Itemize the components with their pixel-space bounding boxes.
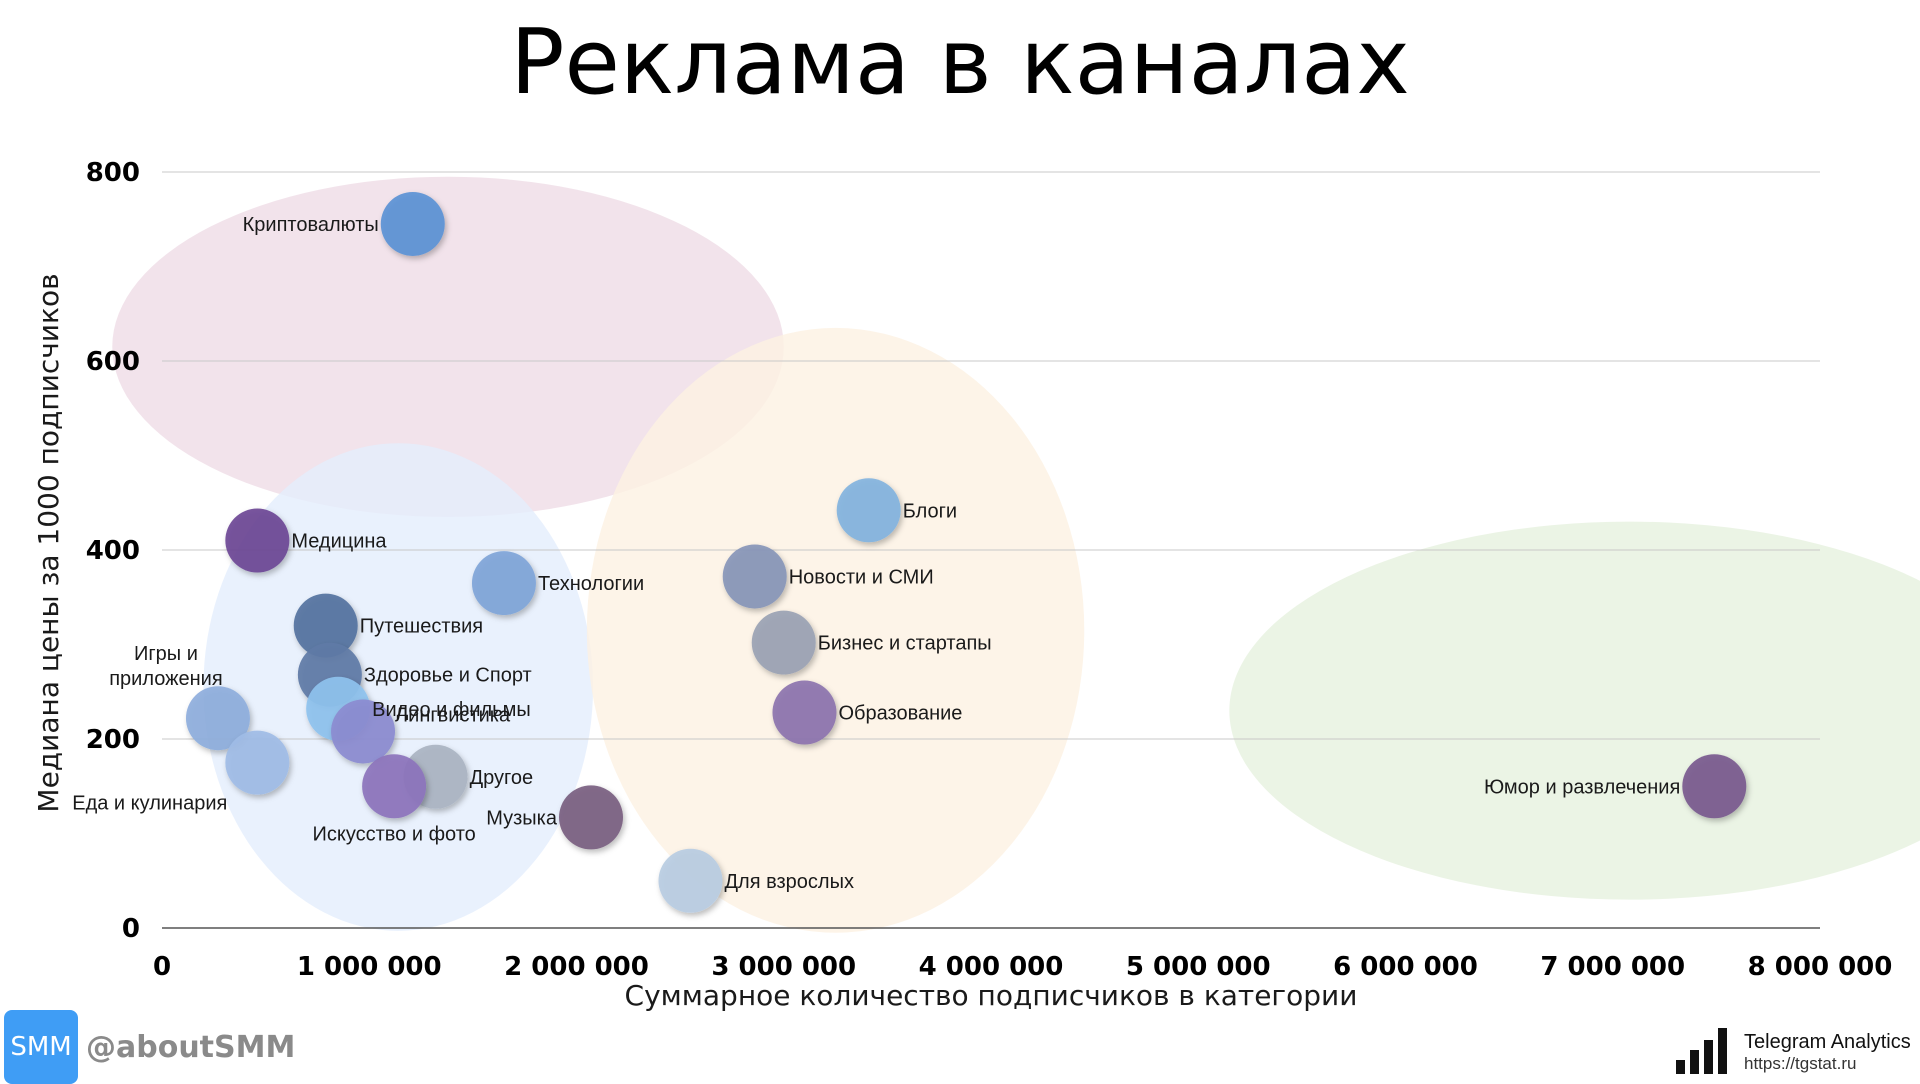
x-tick-label: 1 000 000	[297, 952, 442, 982]
y-tick-label: 400	[86, 536, 140, 566]
data-point	[772, 680, 837, 745]
data-label: Здоровье и Спорт	[364, 665, 532, 687]
y-tick-label: 0	[122, 914, 140, 944]
x-tick-label: 2 000 000	[504, 952, 649, 982]
data-point	[836, 478, 901, 543]
data-label: Другое	[470, 767, 534, 789]
data-point	[559, 785, 624, 850]
data-point	[471, 551, 536, 616]
cluster-ellipse-3	[586, 327, 1085, 933]
cluster-ellipse-1	[112, 176, 784, 517]
data-label: Лингвистика	[395, 704, 511, 726]
x-tick-label: 5 000 000	[1126, 952, 1271, 982]
data-label: Искусство и фото	[312, 823, 475, 845]
x-tick-label: 3 000 000	[711, 952, 856, 982]
data-label: Образование	[838, 703, 962, 725]
data-label: Для взрослых	[724, 871, 853, 893]
cluster-ellipse-4	[1229, 521, 1920, 900]
data-point	[380, 191, 445, 256]
source-url: https://tgstat.ru	[1744, 1053, 1857, 1073]
data-point	[225, 730, 290, 795]
data-point	[185, 686, 250, 751]
data-point	[722, 544, 787, 609]
smm-logo: SMM	[4, 1010, 78, 1084]
data-point	[331, 699, 396, 764]
data-point	[751, 610, 816, 675]
data-label: Новости и СМИ	[789, 566, 934, 588]
bar-chart-icon	[1676, 1028, 1732, 1074]
data-point	[362, 754, 427, 819]
data-label: Музыка	[486, 807, 558, 829]
data-label: Юмор и развлечения	[1484, 776, 1680, 798]
y-tick-label: 800	[86, 158, 140, 188]
x-axis-title: Суммарное количество подписчиков в катег…	[625, 979, 1358, 1012]
x-tick-label: 8 000 000	[1748, 952, 1893, 982]
data-label: Блоги	[903, 500, 957, 522]
data-point	[1682, 754, 1747, 819]
y-tick-label: 600	[86, 347, 140, 377]
data-point	[293, 593, 358, 658]
brand: SMM @aboutSMM	[4, 1010, 295, 1084]
source-name: Telegram Analytics	[1744, 1030, 1911, 1053]
data-label: Медицина	[291, 531, 387, 553]
data-label: Бизнес и стартапы	[818, 633, 992, 655]
page-title: Реклама в каналах	[510, 10, 1410, 115]
data-label: Еда и кулинария	[72, 793, 227, 815]
x-tick-label: 0	[153, 952, 171, 982]
data-label: Игры и приложения	[109, 643, 222, 690]
y-axis-title: Медиана цены за 1000 подписчиков	[32, 273, 65, 812]
data-point	[225, 508, 290, 573]
data-label: Криптовалюты	[243, 214, 379, 236]
data-point	[658, 848, 723, 913]
data-label: Технологии	[538, 573, 644, 595]
data-label: Видео и фильмы	[372, 699, 531, 721]
y-tick-label: 200	[86, 725, 140, 755]
x-tick-label: 4 000 000	[919, 952, 1064, 982]
x-tick-label: 6 000 000	[1333, 952, 1478, 982]
brand-handle: @aboutSMM	[86, 1029, 296, 1065]
source-credit: Telegram Analytics https://tgstat.ru	[1676, 1028, 1911, 1074]
x-tick-label: 7 000 000	[1540, 952, 1685, 982]
data-label: Путешествия	[360, 616, 483, 638]
